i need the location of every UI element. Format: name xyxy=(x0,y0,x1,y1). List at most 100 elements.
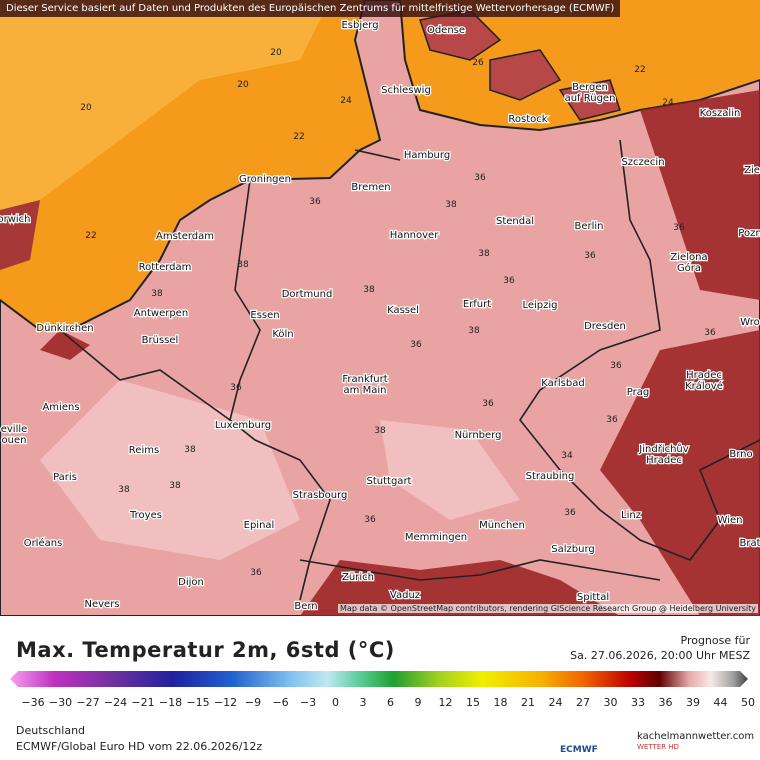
color-bar-tick: −3 xyxy=(299,696,317,709)
city-label: Reims xyxy=(129,445,159,456)
contour-label: 20 xyxy=(237,80,249,90)
city-label: Essen xyxy=(250,310,279,321)
city-label: Salzburg xyxy=(551,544,594,555)
city-label: am Main xyxy=(344,385,387,396)
contour-label: 22 xyxy=(293,132,304,142)
city-label: München xyxy=(479,520,525,531)
color-bar-tick: −30 xyxy=(48,696,73,709)
contour-label: 38 xyxy=(151,289,163,299)
city-label: Amsterdam xyxy=(156,231,214,242)
contour-label: 36 xyxy=(610,361,622,371)
color-bar-tick: −9 xyxy=(244,696,262,709)
contour-label: 36 xyxy=(704,328,716,338)
city-label: Rotterdam xyxy=(139,262,192,273)
color-bar-tick: 50 xyxy=(741,696,755,709)
color-bar-tick: 30 xyxy=(603,696,618,709)
city-label: Hamburg xyxy=(404,150,450,161)
contour-label: 36 xyxy=(584,251,596,261)
color-bar-tick: 6 xyxy=(387,696,394,709)
city-label: Dünkirchen xyxy=(36,323,93,334)
city-label: Groningen xyxy=(239,174,291,185)
ecmwf-logo: ECMWF xyxy=(560,745,598,755)
city-label: Zie xyxy=(744,165,760,176)
city-label: Schleswig xyxy=(381,85,431,96)
city-label: Wien xyxy=(718,515,743,526)
city-label: Köln xyxy=(272,329,293,340)
hot-areas xyxy=(40,90,760,616)
city-label: Paris xyxy=(53,472,77,483)
color-bar-tick: 36 xyxy=(658,696,673,709)
city-label: Pozn xyxy=(738,228,760,239)
city-label: Frankfurt xyxy=(342,374,387,385)
city-label: Prag xyxy=(627,387,649,398)
forecast-label: Prognose für xyxy=(680,634,751,647)
city-label: Stendal xyxy=(496,216,534,227)
contour-label: 36 xyxy=(250,568,262,578)
color-bar-tick: 3 xyxy=(359,696,367,709)
color-bar-tick: −27 xyxy=(76,696,100,709)
city-label: Dijon xyxy=(178,577,204,588)
color-bar-tick: −21 xyxy=(131,696,155,709)
city-label: Strasbourg xyxy=(293,490,348,501)
color-bar-tick: 33 xyxy=(631,696,645,709)
attribution: Map data © OpenStreetMap contributors, r… xyxy=(338,604,758,613)
city-label: Troyes xyxy=(129,510,162,521)
contour-label: 22 xyxy=(85,231,96,241)
contour-label: 36 xyxy=(503,276,515,286)
region: Deutschland xyxy=(16,724,86,737)
color-bar-tick: −18 xyxy=(158,696,183,709)
contour-label: 20 xyxy=(80,103,92,113)
color-bar-tick: −24 xyxy=(103,696,128,709)
contour-label: 36 xyxy=(474,173,486,183)
city-label: Brüssel xyxy=(142,335,179,346)
color-bar-tick: −15 xyxy=(186,696,210,709)
city-label: Erfurt xyxy=(463,299,491,310)
city-label: Zielona xyxy=(670,252,707,263)
city-label: Kassel xyxy=(387,305,419,316)
color-bar-tick: 18 xyxy=(493,696,508,709)
contour-label: 36 xyxy=(410,340,422,350)
city-label: Leipzig xyxy=(522,300,557,311)
city-label: Bern xyxy=(294,601,317,612)
model-info: ECMWF/Global Euro HD vom 22.06.2026/12z xyxy=(16,740,263,753)
city-label: Bremen xyxy=(351,182,390,193)
city-label: Epinal xyxy=(244,520,275,531)
city-label: Spittal xyxy=(577,592,609,603)
brand-sub: WETTER HD xyxy=(637,743,679,751)
brand: kachelmannwetter.com xyxy=(637,731,755,742)
city-label: Králové xyxy=(685,380,723,392)
color-bar-tick: 24 xyxy=(548,696,563,709)
color-bar-tick: 0 xyxy=(332,696,339,709)
legend-title: Max. Temperatur 2m, 6std (°C) xyxy=(16,638,395,662)
contour-label: 22 xyxy=(634,65,645,75)
city-label: Odense xyxy=(427,25,465,36)
england xyxy=(0,200,40,270)
contour-label: 38 xyxy=(169,481,181,491)
contour-label: 24 xyxy=(662,98,674,108)
color-bar-tick: 27 xyxy=(576,696,590,709)
contour-label: 38 xyxy=(363,285,375,295)
contour-label: 38 xyxy=(478,249,490,259)
city-label: auf Rügen xyxy=(565,93,616,104)
borders xyxy=(59,139,760,601)
city-label: Szczecin xyxy=(621,157,664,168)
color-bar-tick: 15 xyxy=(466,696,480,709)
contour-label: 34 xyxy=(561,451,573,461)
contour-label: 36 xyxy=(364,515,376,525)
contour-label: 38 xyxy=(118,485,130,495)
contour-label: 38 xyxy=(184,445,196,455)
color-bar-tick: 12 xyxy=(438,696,453,709)
city-label: Bergen xyxy=(572,82,608,93)
city-label: Rostock xyxy=(508,114,547,125)
city-label: Koszalin xyxy=(700,108,741,119)
city-label: Linz xyxy=(621,510,641,521)
city-label: Brno xyxy=(729,449,752,460)
contour-label: 36 xyxy=(309,197,321,207)
color-bar-tick: 9 xyxy=(414,696,422,709)
color-bar-tick: −36 xyxy=(21,696,45,709)
contour-label: 38 xyxy=(374,426,386,436)
city-label: Jindřichův xyxy=(638,443,688,455)
contour-label: 36 xyxy=(673,223,685,233)
city-label: Berlin xyxy=(574,221,603,232)
